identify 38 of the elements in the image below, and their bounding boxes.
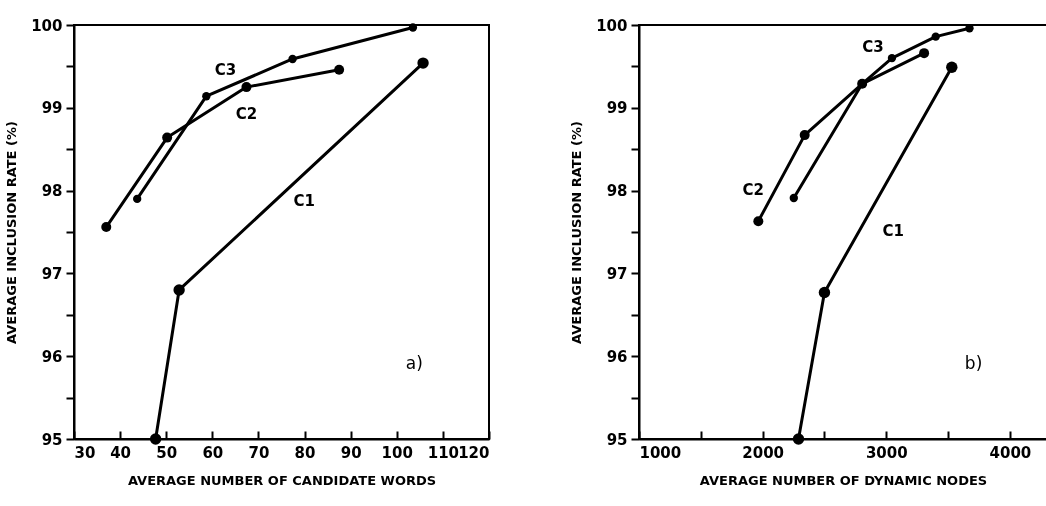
y-tick-label: 100 (596, 16, 628, 35)
series-label: C1 (882, 221, 904, 240)
y-tick-label: 96 (41, 347, 63, 366)
series-label: C3 (862, 37, 884, 56)
annotation: a) (405, 353, 423, 374)
series-label: C1 (293, 191, 315, 210)
x-tick-label: 50 (156, 443, 178, 462)
x-tick-label: 110 (427, 443, 460, 462)
series-label: C2 (235, 105, 258, 124)
x-tick-label: 1000 (639, 443, 682, 462)
x-tick-label: 3000 (865, 443, 908, 462)
x-tick-label: 2000 (742, 443, 785, 462)
y-tick-label: 98 (41, 182, 63, 201)
x-tick-label: 60 (202, 443, 224, 462)
y-tick-label: 99 (41, 99, 63, 118)
x-axis-title: AVERAGE NUMBER OF CANDIDATE WORDS (127, 472, 437, 488)
x-tick-label: 70 (248, 443, 270, 462)
x-tick-label: 100 (381, 443, 413, 462)
x-tick-label: 4000 (989, 443, 1032, 462)
x-tick-label: 80 (294, 443, 316, 462)
x-tick-label: 90 (340, 443, 362, 462)
x-tick-label: 30 (74, 443, 96, 462)
annotation: b) (964, 353, 983, 374)
y-tick-label: 100 (31, 16, 63, 35)
series-label: C3 (214, 60, 237, 79)
y-tick-label: 97 (41, 264, 63, 283)
y-tick-label: 95 (606, 430, 628, 449)
y-axis-title: AVERAGE INCLUSION RATE (%) (4, 121, 20, 344)
y-tick-label: 95 (41, 430, 63, 449)
y-tick-label: 97 (606, 264, 628, 283)
x-tick-label: 40 (110, 443, 132, 462)
y-axis-title: AVERAGE INCLUSION RATE (%) (569, 121, 585, 344)
x-axis-title: AVERAGE NUMBER OF DYNAMIC NODES (699, 472, 988, 488)
y-tick-label: 98 (606, 182, 628, 201)
series-label: C2 (742, 181, 765, 200)
y-tick-label: 96 (606, 347, 628, 366)
y-tick-label: 99 (606, 99, 628, 118)
x-tick-label: 120 (458, 443, 490, 462)
